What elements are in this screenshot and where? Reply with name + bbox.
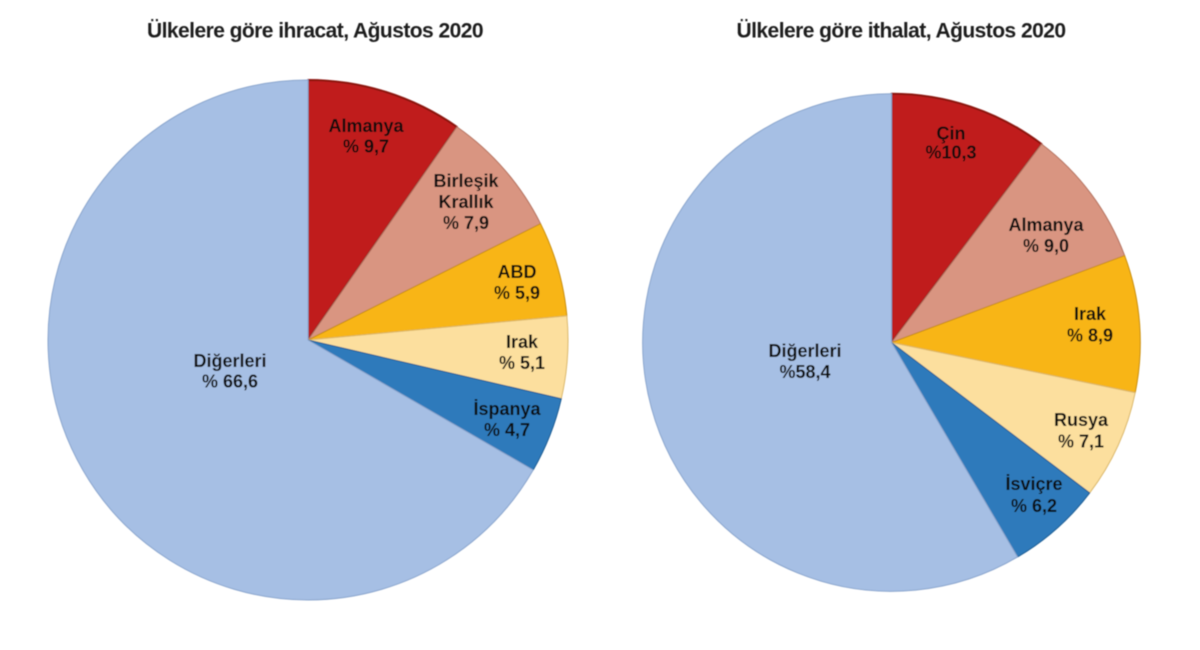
svg-text:Çin: Çin (937, 124, 966, 144)
svg-text:Diğerleri: Diğerleri (193, 351, 266, 371)
svg-text:%58,4: %58,4 (779, 362, 830, 382)
svg-text:Almanya: Almanya (328, 116, 404, 136)
svg-text:Krallık: Krallık (438, 192, 494, 212)
svg-text:Rusya: Rusya (1054, 410, 1109, 430)
svg-text:Irak: Irak (1074, 304, 1107, 324)
svg-text:İspanya: İspanya (473, 399, 541, 419)
svg-text:Birleşik: Birleşik (433, 171, 499, 191)
svg-text:ABD: ABD (498, 262, 537, 282)
svg-text:% 8,9: % 8,9 (1067, 326, 1113, 346)
svg-text:% 9,0: % 9,0 (1023, 236, 1069, 256)
svg-text:% 4,7: % 4,7 (484, 420, 530, 440)
svg-text:% 5,9: % 5,9 (494, 283, 540, 303)
svg-text:% 5,1: % 5,1 (499, 353, 545, 373)
svg-text:% 7,1: % 7,1 (1058, 432, 1104, 452)
svg-text:Diğerleri: Diğerleri (768, 341, 841, 361)
svg-text:İsviçre: İsviçre (1005, 474, 1062, 494)
svg-text:Ülkelere göre ihracat, Ağustos: Ülkelere göre ihracat, Ağustos 2020 (147, 20, 483, 43)
svg-text:Irak: Irak (506, 332, 539, 352)
svg-text:Ülkelere göre ithalat, Ağustos: Ülkelere göre ithalat, Ağustos 2020 (737, 20, 1066, 43)
svg-text:% 7,9: % 7,9 (443, 213, 489, 233)
svg-text:Almanya: Almanya (1008, 215, 1084, 235)
svg-text:%10,3: %10,3 (925, 143, 976, 163)
svg-text:% 6,2: % 6,2 (1011, 496, 1057, 516)
svg-text:% 66,6: % 66,6 (202, 372, 258, 392)
svg-text:% 9,7: % 9,7 (343, 137, 389, 157)
